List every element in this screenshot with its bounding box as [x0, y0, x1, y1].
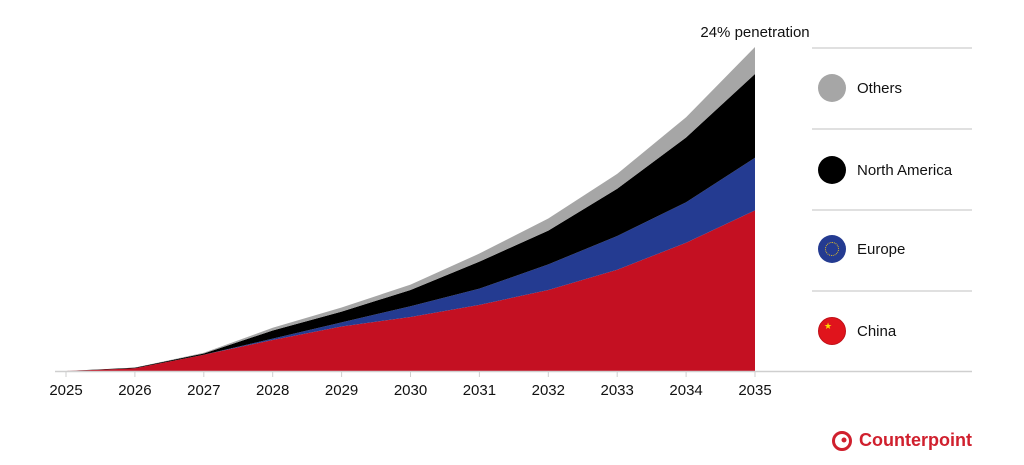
- china-flag-icon: ★: [818, 317, 846, 345]
- x-tick-label: 2034: [669, 382, 702, 399]
- x-tick-label: 2028: [256, 382, 289, 399]
- counterpoint-logo: Counterpoint: [831, 429, 972, 451]
- x-tick-label: 2026: [118, 382, 151, 399]
- x-tick-label: 2029: [325, 382, 358, 399]
- legend-item-others[interactable]: Others: [818, 73, 902, 103]
- x-tick-label: 2027: [187, 382, 220, 399]
- x-tick-label: 2031: [463, 382, 496, 399]
- legend-label: Others: [857, 79, 903, 97]
- x-tick-label: 2033: [601, 382, 634, 399]
- logo-text: Counterpoint: [859, 429, 972, 450]
- x-tick-label: 2032: [532, 382, 565, 399]
- x-tick-label: 2035: [738, 382, 771, 399]
- x-tick-label: 2030: [394, 382, 427, 399]
- area-europe: [66, 157, 755, 371]
- legend-item-china[interactable]: ★ China: [818, 316, 896, 346]
- legend-label: North America: [857, 161, 953, 179]
- x-tick-label: 2025: [49, 382, 82, 399]
- area-china: [66, 210, 755, 371]
- area-north-america: [66, 74, 755, 371]
- legend-dividers: [812, 47, 972, 292]
- others-dot-icon: [818, 74, 846, 102]
- legend-label: China: [857, 322, 897, 340]
- penetration-annotation: 24% penetration: [700, 24, 809, 41]
- x-axis-ticks: 2025 2026 2027 2028 2029 2030 2031 2032 2033 2034…: [49, 371, 772, 399]
- counterpoint-logo-icon: [832, 431, 853, 451]
- eu-flag-icon: [818, 235, 846, 263]
- area-layers: [66, 47, 755, 371]
- legend-item-north-america[interactable]: North America: [818, 155, 952, 185]
- legend-label: Europe: [857, 240, 906, 258]
- legend-item-europe[interactable]: Europe: [818, 234, 905, 264]
- north-america-dot-icon: [818, 156, 846, 184]
